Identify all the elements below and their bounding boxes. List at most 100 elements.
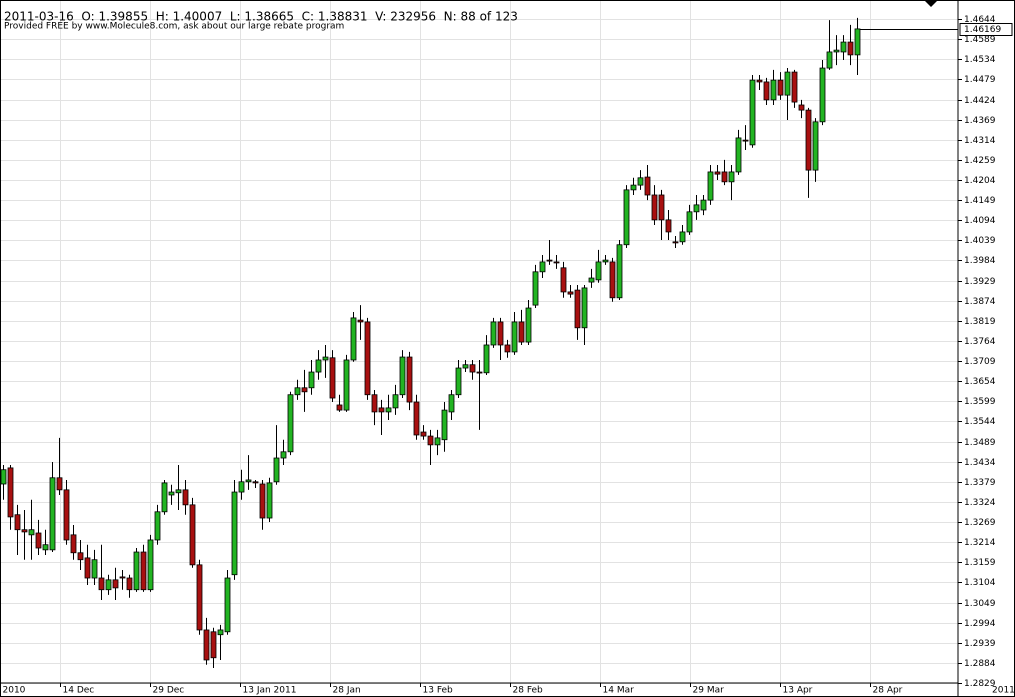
candle-body (280, 451, 287, 459)
candle-body (392, 394, 399, 409)
y-tick-label: 1.2994 (964, 619, 996, 629)
candle-body (196, 564, 203, 631)
candle-body (581, 287, 588, 329)
x-tick-label: 28 Feb (513, 686, 544, 696)
candle-body (525, 307, 532, 343)
candle-body (84, 557, 91, 579)
candle-body (644, 176, 651, 196)
candle-body (28, 529, 35, 536)
candle-body (854, 28, 861, 56)
candle-body (371, 394, 378, 413)
y-tick-label: 1.4094 (964, 216, 996, 226)
y-tick-label: 1.4424 (964, 96, 996, 106)
candle-body (168, 491, 175, 496)
candle-body (763, 81, 770, 101)
candle-body (770, 79, 777, 101)
candle-body (546, 259, 553, 262)
candle-body (672, 241, 679, 244)
candle-body (161, 482, 168, 513)
y-tick-label: 1.3764 (964, 337, 996, 347)
candle-body (175, 489, 182, 494)
x-tick-label: 28 Apr (873, 686, 903, 696)
scroll-marker (924, 0, 938, 7)
candle-body (147, 539, 154, 591)
candle-body (406, 356, 413, 403)
x-tick-label: 29 Mar (693, 686, 725, 696)
candle-body (0, 469, 7, 485)
candle-body (7, 467, 14, 518)
candle-body (182, 489, 189, 506)
ohlc-info: 2011-03-16 O: 1.39855 H: 1.40007 L: 1.38… (4, 10, 518, 24)
x-tick-label: 28 Jan (333, 686, 361, 696)
y-tick-label: 1.3324 (964, 498, 996, 508)
candle-body (728, 171, 735, 183)
candle-body (77, 552, 84, 561)
candle-body (189, 504, 196, 566)
candle-body (448, 394, 455, 413)
candle-body (308, 371, 315, 389)
candle-body (427, 435, 434, 446)
candle-body (595, 261, 602, 281)
provider-note: Provided FREE by www.Molecule8.com, ask … (4, 22, 344, 32)
x-tick-label: 14 Mar (603, 686, 635, 696)
x-tick-label: 29 Dec (153, 686, 185, 696)
candle-body (91, 559, 98, 579)
candle-body (119, 576, 126, 579)
candle-body (469, 364, 476, 373)
last-price-box (959, 23, 1013, 36)
candle-body (588, 277, 595, 283)
candle-body (791, 71, 798, 103)
y-tick-label: 1.2829 (964, 679, 996, 689)
candle-body (602, 259, 609, 263)
x-tick-label: 14 Dec (63, 686, 95, 696)
y-tick-label: 1.3104 (964, 578, 996, 588)
x-tick-label: 13 Apr (783, 686, 813, 696)
candle-body (686, 211, 693, 233)
x-tick-label: 2010 (3, 686, 26, 696)
candle-body (434, 437, 441, 446)
y-tick-label: 1.3984 (964, 256, 996, 266)
candle-body (735, 137, 742, 173)
candle-body (343, 359, 350, 411)
y-tick-label: 1.4314 (964, 136, 996, 146)
candle-body (224, 577, 231, 633)
candle-body (497, 321, 504, 346)
candle-body (560, 267, 567, 293)
candle-body (203, 629, 210, 661)
candle-body (714, 171, 721, 175)
y-tick-label: 1.4149 (964, 196, 996, 206)
candle-body (630, 184, 637, 191)
y-tick-label: 1.4369 (964, 116, 996, 126)
candle-body (504, 344, 511, 353)
candle-body (567, 291, 574, 295)
y-tick-label: 1.3599 (964, 397, 996, 407)
candle-body (287, 394, 294, 453)
y-tick-label: 1.4589 (964, 35, 996, 45)
candle-body (126, 577, 133, 591)
y-tick-label: 1.4479 (964, 75, 996, 85)
x-tick-label: 13 Feb (423, 686, 454, 696)
candle-body (259, 483, 266, 519)
y-tick-label: 1.4259 (964, 156, 996, 166)
candle-body (490, 321, 497, 346)
candle-body (14, 514, 21, 531)
candle-body (511, 321, 518, 353)
x-tick-label: 13 Jan 2011 (243, 686, 297, 696)
candle-body (252, 481, 259, 484)
y-tick-label: 1.3654 (964, 377, 996, 387)
candle-body (336, 404, 343, 411)
candle-body (637, 177, 644, 186)
candle-body (721, 171, 728, 183)
candle-body (693, 204, 700, 213)
candle-body (679, 231, 686, 243)
y-tick-label: 1.3874 (964, 297, 996, 307)
y-tick-label: 1.3379 (964, 478, 996, 488)
y-tick-label: 1.4204 (964, 176, 996, 186)
candle-body (616, 244, 623, 299)
candle-body (413, 401, 420, 436)
candle-body (742, 139, 749, 142)
candle-body (294, 387, 301, 396)
candle-body (812, 121, 819, 171)
candle-body (756, 79, 763, 83)
corner-label: 2011 (992, 686, 1015, 696)
